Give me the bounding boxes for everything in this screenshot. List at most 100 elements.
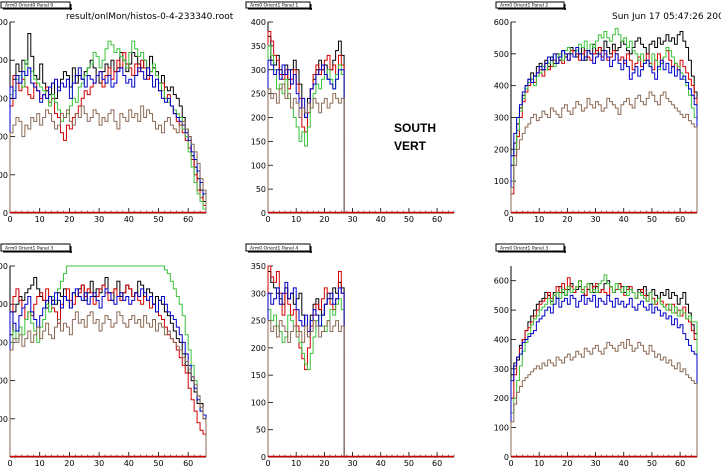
file-path-label: result/onlMon/histos-0-4-233340.root <box>66 12 234 22</box>
x-tick-label: 0 <box>265 215 270 224</box>
x-tick-label: 50 <box>404 215 414 224</box>
series-blue <box>267 281 345 457</box>
x-tick-label: 20 <box>562 459 572 468</box>
series-green <box>267 45 345 213</box>
y-tick-label: 500 <box>494 306 509 315</box>
y-tick-label: 0 <box>261 453 266 462</box>
x-tick-label: 50 <box>153 459 163 468</box>
series-red <box>510 277 698 457</box>
x-tick-label: 60 <box>183 459 193 468</box>
x-tick-label: 40 <box>124 215 134 224</box>
x-tick-label: 50 <box>647 459 657 468</box>
x-tick-label: 60 <box>675 215 685 224</box>
series-blue <box>510 294 698 457</box>
x-tick-label: 60 <box>432 459 442 468</box>
x-tick-label: 40 <box>124 459 134 468</box>
y-tick-label: 500 <box>0 262 8 271</box>
series-green <box>9 265 207 457</box>
x-tick-label: 10 <box>534 215 544 224</box>
y-tick-label: 400 <box>0 300 8 309</box>
x-tick-label: 10 <box>291 459 301 468</box>
series-black <box>510 31 698 213</box>
y-tick-label: 300 <box>494 114 509 123</box>
x-tick-label: 10 <box>534 459 544 468</box>
y-tick-label: 350 <box>251 262 266 271</box>
x-tick-label: 20 <box>64 459 74 468</box>
series-green <box>510 274 698 457</box>
y-tick-label: 300 <box>251 289 266 298</box>
x-tick-label: 20 <box>562 215 572 224</box>
panel-title: Arm0 Orient1 Panel 4 <box>250 246 298 252</box>
y-tick-label: 200 <box>494 145 509 154</box>
x-tick-label: 50 <box>153 215 163 224</box>
panel-title-shadow <box>248 8 312 10</box>
series-blue <box>9 67 207 213</box>
x-tick-label: 30 <box>94 459 104 468</box>
y-tick-label: 100 <box>251 398 266 407</box>
x-tick-label: 60 <box>675 459 685 468</box>
y-tick-label: 100 <box>251 161 266 170</box>
y-tick-label: 50 <box>256 185 266 194</box>
y-tick-label: 400 <box>0 56 8 65</box>
series-brown <box>267 320 345 457</box>
x-tick-label: 50 <box>404 459 414 468</box>
panel-title-shadow <box>310 246 312 253</box>
y-tick-label: 150 <box>251 371 266 380</box>
y-tick-label: 400 <box>494 335 509 344</box>
y-tick-label: 150 <box>251 137 266 146</box>
chart-panel-3: Arm0 Orient1 Panel 3 0 10 20 30 40 50 60 100 200 3… <box>0 243 207 468</box>
y-tick-label: 300 <box>251 66 266 75</box>
series-blue <box>510 46 698 213</box>
y-tick-label: 0 <box>504 453 509 462</box>
series-brown <box>9 311 207 457</box>
y-tick-label: 100 <box>494 424 509 433</box>
annotation-line2: VERT <box>394 139 427 153</box>
x-tick-label: 30 <box>590 459 600 468</box>
x-tick-label: 0 <box>7 215 12 224</box>
panel-title-shadow <box>498 251 566 253</box>
x-tick-label: 30 <box>347 215 357 224</box>
x-tick-label: 40 <box>376 215 386 224</box>
panel-title-shadow <box>70 4 72 10</box>
panel-title: Arm0 Orient0 Panel 0 <box>5 3 53 9</box>
y-tick-label: 600 <box>494 277 509 286</box>
x-tick-label: 50 <box>647 215 657 224</box>
x-tick-label: 40 <box>619 459 629 468</box>
chart-panel-1: Arm0 Orient1 Panel 1 0 10 20 30 40 50 60 0 50 100 1… <box>245 1 455 224</box>
panel-title-shadow <box>564 246 566 253</box>
y-tick-label: 50 <box>256 426 266 435</box>
y-tick-label: 500 <box>0 18 8 27</box>
y-tick-label: 500 <box>494 50 509 59</box>
y-tick-label: 250 <box>251 317 266 326</box>
y-tick-label: 0 <box>3 209 8 218</box>
y-tick-label: 300 <box>494 365 509 374</box>
y-tick-label: 300 <box>0 338 8 347</box>
panel-title-shadow <box>498 8 566 10</box>
y-tick-label: 350 <box>251 42 266 51</box>
series-brown <box>510 338 698 457</box>
x-tick-label: 10 <box>35 459 45 468</box>
chart-panel-2: Arm0 Orient1 Panel 20 10 20 30 40 50 600100200… <box>494 1 698 224</box>
panel-title-shadow <box>564 4 566 10</box>
series-red <box>9 284 207 457</box>
x-tick-label: 0 <box>508 459 513 468</box>
y-tick-label: 0 <box>504 209 509 218</box>
panel-title-shadow <box>248 251 312 253</box>
y-tick-label: 250 <box>251 90 266 99</box>
x-tick-label: 20 <box>319 215 329 224</box>
chart-panel-0: Arm0 Orient0 Panel 0 0 10 20 30 40 50 60 0 100 200… <box>0 1 207 224</box>
y-tick-label: 200 <box>251 114 266 123</box>
x-tick-label: 30 <box>347 459 357 468</box>
series-black <box>9 276 207 457</box>
x-tick-label: 10 <box>291 215 301 224</box>
y-tick-label: 200 <box>0 377 8 386</box>
series-brown <box>267 83 345 213</box>
panel-title: Arm0 Orient1 Panel 3 <box>500 246 548 252</box>
x-tick-label: 0 <box>508 215 513 224</box>
chart-panel-5: Arm0 Orient1 Panel 30 10 20 30 40 50 600100200… <box>494 243 698 468</box>
series-blue <box>267 59 345 213</box>
x-tick-label: 10 <box>35 215 45 224</box>
panel-title-shadow <box>70 246 72 253</box>
series-green <box>510 27 698 213</box>
